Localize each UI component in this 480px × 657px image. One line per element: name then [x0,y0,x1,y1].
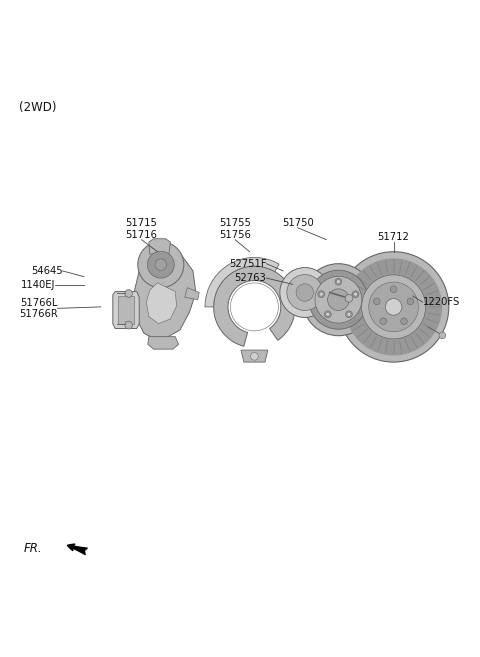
Polygon shape [148,336,179,349]
Circle shape [385,299,402,315]
Circle shape [369,282,419,332]
Text: 51712: 51712 [378,232,409,242]
Text: 51750: 51750 [282,217,313,228]
Polygon shape [118,296,134,324]
Polygon shape [146,283,177,324]
Circle shape [309,270,368,329]
Circle shape [155,259,167,271]
Polygon shape [241,350,268,362]
Polygon shape [113,292,139,328]
Polygon shape [185,288,199,300]
Circle shape [125,321,132,329]
Polygon shape [214,266,295,346]
Circle shape [361,275,426,339]
Circle shape [338,252,449,362]
Polygon shape [205,258,279,307]
Circle shape [315,277,362,323]
Circle shape [407,298,414,305]
Text: FR.: FR. [24,542,43,555]
Circle shape [319,292,323,296]
Circle shape [147,251,174,278]
Circle shape [390,286,397,292]
Circle shape [352,290,359,298]
Circle shape [125,290,132,298]
Text: 51766L
51766R: 51766L 51766R [19,298,58,319]
Circle shape [345,258,442,355]
Polygon shape [133,252,196,340]
Polygon shape [149,238,170,254]
Circle shape [373,298,380,305]
Circle shape [296,284,313,302]
Text: 51755
51756: 51755 51756 [219,218,251,240]
Circle shape [280,267,330,317]
Circle shape [327,289,349,311]
Circle shape [138,242,184,288]
Circle shape [380,318,386,325]
Circle shape [346,311,352,318]
Text: 1140EJ: 1140EJ [21,281,55,290]
Circle shape [401,318,408,325]
Circle shape [287,275,323,311]
Circle shape [318,290,324,298]
Text: 1220FS: 1220FS [422,297,460,307]
Circle shape [326,312,330,316]
Circle shape [324,311,331,318]
Circle shape [336,280,340,284]
Circle shape [230,283,278,331]
Text: 51715
51716: 51715 51716 [126,218,157,240]
Text: 52751F: 52751F [229,259,266,269]
Circle shape [354,292,358,296]
Circle shape [439,332,446,339]
Circle shape [345,294,353,302]
Circle shape [251,353,258,360]
Circle shape [335,279,342,285]
Text: 52763: 52763 [235,273,266,283]
Circle shape [347,312,351,316]
Text: 54645: 54645 [31,266,62,276]
Text: (2WD): (2WD) [19,101,57,114]
Circle shape [302,263,374,336]
